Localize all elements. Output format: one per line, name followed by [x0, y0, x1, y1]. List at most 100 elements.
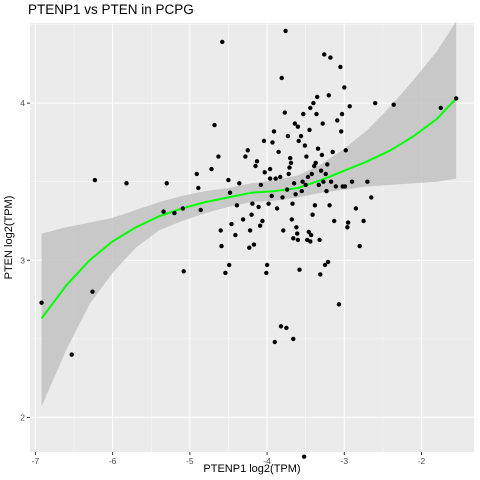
data-point — [220, 39, 225, 45]
x-tick-label: -7 — [32, 456, 40, 466]
data-point — [285, 133, 291, 139]
data-point — [267, 166, 273, 172]
data-point — [365, 179, 370, 184]
data-point — [233, 232, 238, 238]
data-point — [281, 228, 286, 233]
data-point — [312, 203, 318, 208]
data-point — [234, 203, 240, 208]
data-point — [256, 204, 261, 210]
data-points — [39, 28, 459, 459]
data-point — [322, 262, 328, 268]
data-point — [299, 188, 304, 194]
data-point — [257, 223, 263, 228]
data-point — [324, 188, 329, 194]
data-point — [308, 232, 314, 238]
data-point — [298, 133, 304, 139]
data-point — [310, 212, 315, 217]
data-point — [318, 272, 323, 277]
data-point — [243, 154, 248, 159]
data-point — [345, 225, 350, 230]
data-point — [454, 96, 459, 101]
data-point — [332, 218, 337, 224]
data-point — [247, 245, 252, 250]
y-tick-label: 3 — [20, 255, 25, 265]
data-point — [226, 177, 231, 183]
data-point — [269, 193, 274, 199]
data-point — [286, 171, 291, 177]
data-point — [260, 218, 265, 224]
data-point — [212, 122, 217, 128]
data-point — [296, 138, 301, 144]
data-point — [172, 210, 177, 216]
data-point — [262, 170, 267, 175]
data-point — [39, 300, 44, 305]
data-point — [283, 28, 288, 34]
data-point — [339, 129, 344, 134]
data-point — [284, 187, 290, 192]
data-point — [278, 324, 284, 329]
data-point — [297, 267, 302, 272]
data-point — [180, 206, 186, 211]
data-point — [261, 138, 267, 144]
data-point — [240, 217, 246, 222]
data-point — [227, 190, 233, 195]
data-point — [342, 184, 348, 189]
y-axis-ticks: 2 3 4 — [20, 98, 30, 422]
data-point — [251, 242, 257, 247]
data-point — [247, 228, 253, 233]
y-tick-label: 4 — [20, 98, 25, 108]
data-point — [194, 171, 199, 177]
data-point — [295, 124, 301, 129]
data-point — [325, 259, 331, 265]
data-point — [301, 454, 307, 459]
data-point — [274, 206, 280, 211]
data-point — [273, 176, 278, 181]
data-point — [216, 154, 221, 159]
data-point — [305, 174, 311, 180]
data-point — [349, 179, 355, 184]
data-point — [229, 221, 234, 227]
data-point — [227, 262, 232, 268]
data-point — [307, 127, 312, 133]
data-point — [276, 149, 281, 155]
data-point — [308, 239, 313, 244]
data-point — [311, 100, 316, 106]
data-point — [325, 162, 330, 167]
data-point — [293, 192, 298, 197]
data-point — [328, 179, 334, 184]
data-point — [161, 209, 166, 214]
x-axis-title: PTENP1 log2(TPM) — [203, 463, 300, 475]
data-point — [282, 110, 287, 115]
data-point — [245, 148, 250, 153]
data-point — [258, 182, 264, 188]
data-point — [270, 140, 275, 145]
data-point — [339, 111, 345, 117]
data-point — [315, 94, 320, 100]
data-point — [278, 174, 283, 180]
data-point — [219, 243, 224, 249]
data-point — [289, 217, 294, 222]
x-tick-label: -2 — [418, 456, 426, 466]
data-point — [343, 148, 348, 153]
data-point — [295, 231, 300, 236]
data-point — [321, 179, 326, 184]
data-point — [318, 168, 324, 173]
data-point — [316, 182, 321, 188]
data-point — [250, 201, 255, 206]
data-point — [369, 195, 374, 200]
data-point — [92, 177, 98, 183]
data-point — [335, 118, 340, 123]
data-point — [342, 85, 347, 90]
x-axis-ticks: -7 -6 -5 -4 -3 -2 — [32, 452, 426, 466]
data-point — [291, 181, 297, 186]
data-point — [264, 270, 269, 276]
data-point — [291, 336, 296, 342]
data-point — [361, 218, 366, 224]
data-point — [345, 220, 351, 225]
data-point — [303, 182, 308, 188]
data-point — [292, 121, 298, 126]
x-tick-label: -4 — [263, 456, 271, 466]
data-point — [287, 165, 292, 170]
data-point — [271, 129, 277, 134]
